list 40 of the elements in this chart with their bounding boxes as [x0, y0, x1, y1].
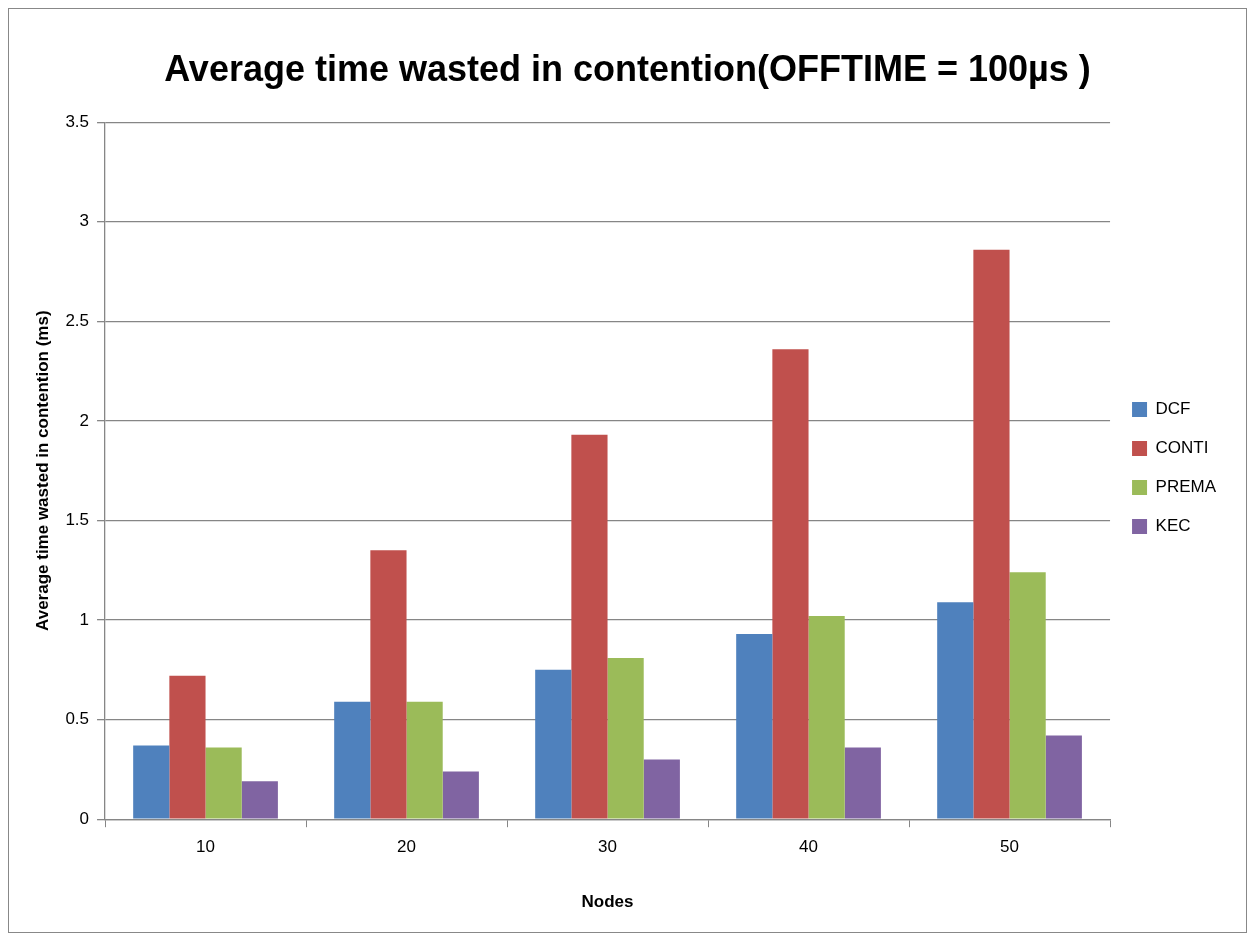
bar	[736, 634, 773, 819]
x-axis-title: Nodes	[581, 892, 634, 912]
y-tick-label: 0	[79, 808, 90, 828]
x-tick-label: 40	[799, 837, 818, 857]
bar	[973, 249, 1010, 819]
bar	[442, 771, 479, 819]
legend-label: DCF	[1155, 399, 1191, 419]
x-tick-label: 20	[397, 837, 416, 857]
x-tick-label: 50	[1000, 837, 1020, 857]
y-tick-label: 1.5	[65, 510, 90, 530]
x-tick-label: 30	[598, 837, 617, 857]
bar	[643, 759, 680, 819]
bar	[937, 602, 974, 819]
bar	[1045, 735, 1082, 819]
y-tick-label: 2	[79, 410, 90, 430]
bar	[370, 550, 407, 819]
legend-label: CONTI	[1155, 438, 1209, 458]
legend-label: KEC	[1155, 516, 1191, 536]
bar	[169, 675, 206, 819]
y-axis-title: Average time wasted in contention (ms)	[32, 310, 52, 631]
bar	[772, 349, 809, 819]
bar	[571, 434, 608, 819]
bar	[1009, 572, 1046, 819]
bar	[241, 781, 278, 819]
y-tick-label: 3	[79, 211, 90, 231]
bar	[406, 701, 443, 819]
y-tick-label: 3.5	[65, 111, 90, 131]
y-tick-label: 0.5	[65, 709, 90, 729]
bar	[133, 745, 170, 819]
bar	[844, 747, 881, 819]
x-tick-label: 10	[196, 837, 215, 857]
y-tick-label: 2.5	[65, 311, 90, 331]
legend-label: PREMA	[1155, 477, 1217, 497]
chart-title: Average time wasted in contention(OFFTIME = 100µs )	[164, 47, 1091, 89]
bar	[205, 747, 242, 819]
bar	[535, 669, 572, 819]
bar	[334, 701, 371, 819]
bar	[607, 657, 644, 819]
bar	[808, 616, 845, 819]
y-tick-label: 1	[79, 609, 90, 629]
